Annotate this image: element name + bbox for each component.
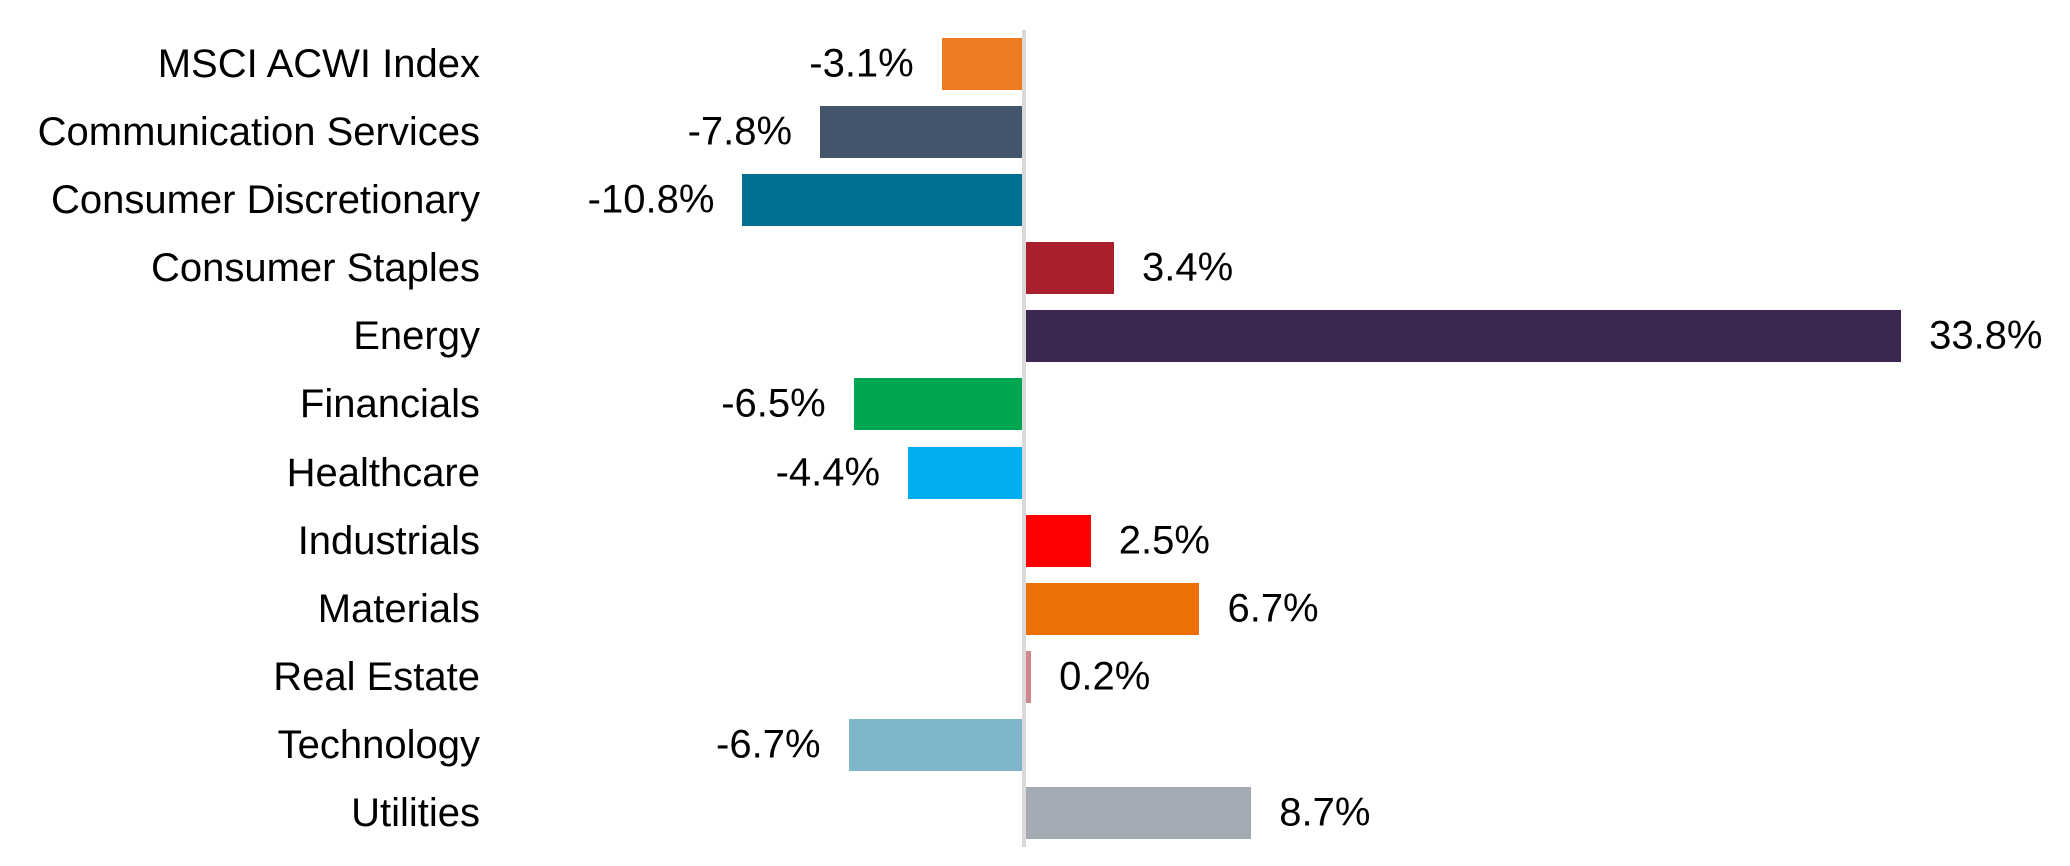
category-label: Utilities: [351, 790, 480, 835]
bar: [820, 106, 1022, 159]
chart-row: Healthcare -4.4%: [0, 438, 2070, 506]
value-label: -3.1%: [809, 41, 914, 86]
chart-row: Communication Services -7.8%: [0, 98, 2070, 166]
value-label: 33.8%: [1929, 313, 2043, 358]
category-label: Materials: [317, 586, 480, 631]
value-label: 0.2%: [1059, 654, 1151, 699]
chart-row: Energy 33.8%: [0, 302, 2070, 370]
chart-row: Real Estate 0.2%: [0, 643, 2070, 711]
category-label: Communication Services: [37, 110, 480, 155]
category-label: Financials: [299, 382, 480, 427]
plot-area: -6.5%: [480, 370, 2070, 438]
bar: [1026, 514, 1091, 567]
plot-area: 33.8%: [480, 302, 2070, 370]
category-label: Real Estate: [273, 654, 480, 699]
chart-rows: MSCI ACWI Index -3.1% Communication Servic…: [0, 30, 2070, 847]
category-label: Consumer Discretionary: [50, 178, 480, 223]
value-label: 2.5%: [1118, 518, 1210, 563]
bar: [1026, 650, 1032, 703]
bar: [941, 38, 1022, 91]
category-label: Technology: [277, 722, 480, 767]
chart-row: Industrials 2.5%: [0, 507, 2070, 575]
bar: [742, 174, 1022, 227]
value-label: -6.7%: [716, 722, 821, 767]
value-label: 6.7%: [1227, 586, 1319, 631]
plot-area: -10.8%: [480, 166, 2070, 234]
chart-row: Utilities 8.7%: [0, 779, 2070, 847]
value-label: 8.7%: [1279, 790, 1371, 835]
chart-row: Materials 6.7%: [0, 575, 2070, 643]
plot-area: -4.4%: [480, 438, 2070, 506]
value-label: 3.4%: [1142, 245, 1234, 290]
chart-row: MSCI ACWI Index -3.1%: [0, 30, 2070, 98]
plot-area: 6.7%: [480, 575, 2070, 643]
plot-area: 0.2%: [480, 643, 2070, 711]
chart-row: Technology -6.7%: [0, 711, 2070, 779]
bar: [1026, 582, 1200, 635]
plot-area: 3.4%: [480, 234, 2070, 302]
plot-area: 8.7%: [480, 779, 2070, 847]
chart-row: Consumer Staples 3.4%: [0, 234, 2070, 302]
category-label: Energy: [353, 314, 480, 359]
chart-row: Consumer Discretionary -10.8%: [0, 166, 2070, 234]
plot-area: 2.5%: [480, 507, 2070, 575]
category-label: MSCI ACWI Index: [157, 42, 480, 87]
value-label: -10.8%: [587, 177, 715, 222]
value-label: -6.5%: [721, 381, 826, 426]
value-label: -4.4%: [775, 450, 881, 494]
bar: [908, 446, 1022, 499]
plot-area: -7.8%: [480, 98, 2070, 166]
bar: [1026, 786, 1252, 839]
bar: [1026, 310, 1902, 363]
plot-area: -3.1%: [480, 30, 2070, 98]
category-label: Healthcare: [286, 450, 480, 495]
bar: [848, 718, 1022, 771]
bar: [1026, 242, 1115, 295]
axis-zero-line: [1022, 30, 1026, 847]
category-label: Industrials: [297, 518, 480, 563]
plot-area: -6.7%: [480, 711, 2070, 779]
bar: [853, 378, 1022, 431]
chart-row: Financials -6.5%: [0, 370, 2070, 438]
category-label: Consumer Staples: [150, 246, 480, 291]
value-label: -7.8%: [687, 109, 793, 154]
